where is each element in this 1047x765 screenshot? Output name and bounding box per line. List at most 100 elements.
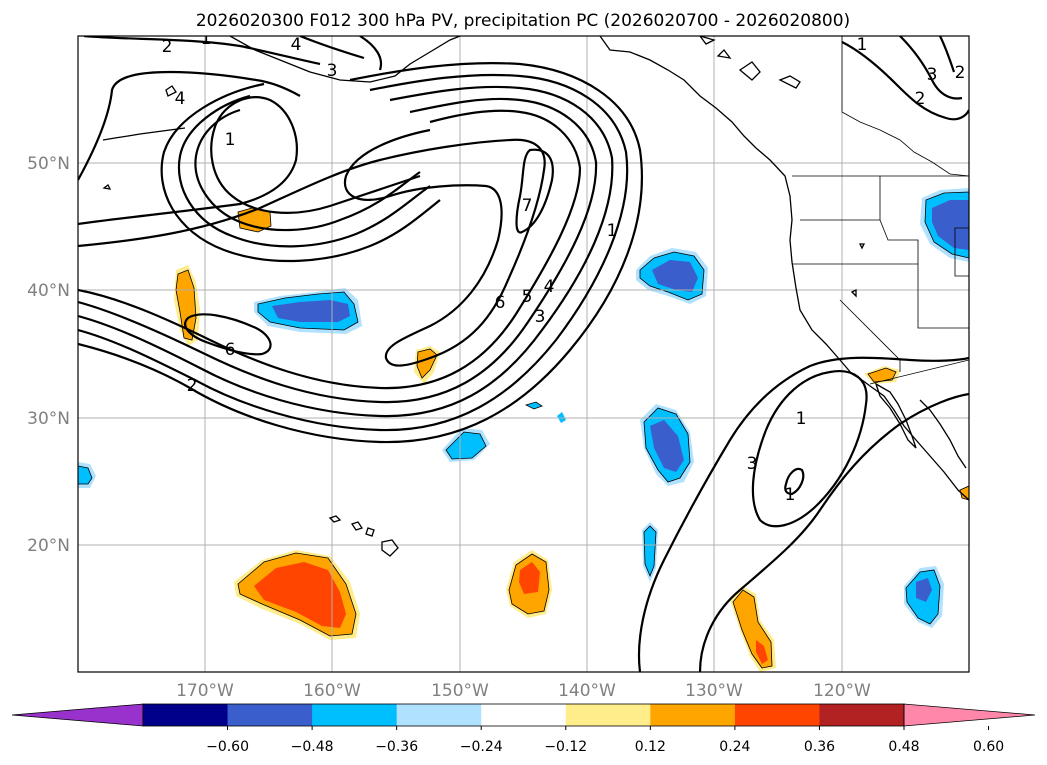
baja-peninsula xyxy=(874,382,917,449)
pv-contour xyxy=(751,370,868,528)
contour-label: 5 xyxy=(522,287,533,307)
colorbar-tick-label: −0.48 xyxy=(291,739,334,755)
lon-label-140w: 140°W xyxy=(558,681,616,701)
alaska-panhandle-islands xyxy=(699,36,761,81)
pv-contour xyxy=(78,109,582,390)
map-frame xyxy=(77,35,970,673)
lon-label-120w: 120°W xyxy=(813,681,871,701)
precip-positive-patch xyxy=(254,562,346,628)
longitude-labels: 170°W 160°W 150°W 140°W 130°W 120°W xyxy=(176,681,871,701)
alaska-canada-border xyxy=(841,36,969,177)
colorbar-tick-label: −0.12 xyxy=(544,739,587,755)
state-outline xyxy=(954,227,969,277)
contour-label: 1 xyxy=(225,130,236,150)
pv-contour xyxy=(78,70,301,181)
pv-contour xyxy=(841,41,969,121)
colorbar-tick-label: 0.36 xyxy=(804,739,835,755)
pv-contour xyxy=(78,62,644,444)
colorbar-tick-label: 0.48 xyxy=(888,739,919,755)
lon-label-130w: 130°W xyxy=(685,681,743,701)
precip-positive-patch xyxy=(867,367,897,383)
pv-contour xyxy=(698,392,969,672)
pv-contour xyxy=(194,108,421,232)
colorbar-segment xyxy=(734,704,820,726)
contour-label: 1 xyxy=(785,485,796,505)
pv-contour xyxy=(78,96,421,226)
pv-contour xyxy=(784,467,805,496)
na-west-coast xyxy=(599,36,871,387)
lat-label-50n: 50°N xyxy=(27,154,70,174)
colorbar-segment xyxy=(565,704,651,726)
precip-negative-patch xyxy=(643,525,657,578)
lon-label-170w: 170°W xyxy=(176,681,234,701)
alaska-coast xyxy=(229,36,461,83)
precip-positive-patch xyxy=(519,562,540,594)
island xyxy=(165,85,177,97)
precip-negative-patch xyxy=(650,420,684,472)
pv-contour xyxy=(939,36,956,73)
contour-label: 4 xyxy=(291,35,302,55)
colorbar-tick-label: −0.36 xyxy=(375,739,418,755)
contour-label: 3 xyxy=(747,454,758,474)
contour-label: 6 xyxy=(225,340,236,360)
pv-contour xyxy=(637,356,969,672)
contour-label: 3 xyxy=(927,65,938,85)
contour-label: 4 xyxy=(175,89,186,109)
colorbar-tick-label: −0.24 xyxy=(460,739,503,755)
contour-label: 2 xyxy=(915,89,926,109)
colorbar: −0.60 −0.48 −0.36 −0.24 −0.12 0.12 0.24 0.36 0.4… xyxy=(11,703,1036,755)
colorbar-segment xyxy=(312,704,398,726)
contour-label: 2 xyxy=(187,376,198,396)
aleutian-islands xyxy=(102,127,186,141)
precip-shading xyxy=(78,188,969,672)
colorbar-tick-label: 0.60 xyxy=(973,739,1004,755)
island xyxy=(102,184,112,190)
colorbar-segment xyxy=(650,704,736,726)
pv-contours xyxy=(78,36,969,672)
colorbar-outline xyxy=(142,703,905,727)
colorbar-extend-low xyxy=(11,703,144,727)
precip-positive-patch xyxy=(175,269,197,341)
lat-label-20n: 20°N xyxy=(27,536,70,556)
pv-contour xyxy=(299,36,365,60)
precip-negative-patch xyxy=(524,401,543,410)
contour-label: 1 xyxy=(796,409,807,429)
pv-contour xyxy=(78,73,629,432)
lon-label-160w: 160°W xyxy=(303,681,361,701)
precip-positive-patch xyxy=(756,640,768,664)
lat-label-40n: 40°N xyxy=(27,281,70,301)
pv-contour xyxy=(83,36,321,66)
latitude-labels: 50°N 40°N 30°N 20°N xyxy=(27,154,70,556)
colorbar-segment xyxy=(481,704,567,726)
precip-negative-patch xyxy=(78,465,93,485)
contour-label: 7 xyxy=(522,196,533,216)
island xyxy=(850,243,866,298)
idaho-border xyxy=(879,219,919,264)
pv-contour xyxy=(78,97,598,404)
lat-label-30n: 30°N xyxy=(27,409,70,429)
hawaii-islands xyxy=(328,515,399,557)
contour-label: 1 xyxy=(857,35,868,55)
colorbar-tick-label: 0.24 xyxy=(719,739,750,755)
precip-positive-patch xyxy=(959,485,969,501)
contour-label: 2 xyxy=(955,63,966,83)
nevada-border xyxy=(917,264,969,329)
lon-label-150w: 150°W xyxy=(431,681,489,701)
precip-negative-patch xyxy=(272,300,350,322)
precip-negative-patch xyxy=(932,200,969,250)
pv-contour xyxy=(78,128,546,367)
mexico-coast xyxy=(869,385,969,501)
colorbar-segment xyxy=(143,704,229,726)
contour-label: 6 xyxy=(495,293,506,313)
map-title: 2026020300 F012 300 hPa PV, precipitatio… xyxy=(196,11,850,31)
colorbar-segment xyxy=(227,704,313,726)
colorbar-segment xyxy=(396,704,482,726)
precip-negative-patch xyxy=(916,578,932,602)
colorbar-segment xyxy=(819,704,905,726)
pv-contour xyxy=(78,85,614,418)
contour-label: 4 xyxy=(544,277,555,297)
contour-label: 3 xyxy=(535,307,546,327)
pv-contour xyxy=(160,82,441,263)
contour-label: 2 xyxy=(162,37,173,57)
